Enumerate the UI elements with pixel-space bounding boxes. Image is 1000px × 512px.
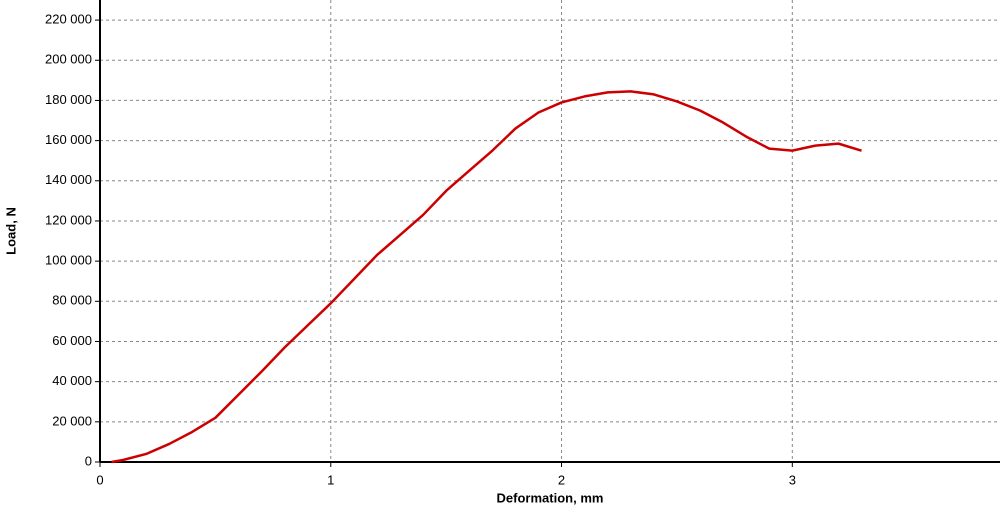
data-line: [111, 90, 862, 464]
y-tick-label: 160 000: [45, 132, 92, 147]
y-tick-label: 80 000: [52, 293, 92, 308]
y-tick-label: 200 000: [45, 52, 92, 67]
x-axis-label: Deformation, mm: [497, 490, 604, 505]
y-tick-label: 60 000: [52, 333, 92, 348]
y-tick-label: 0: [85, 453, 92, 468]
y-tick-label: 140 000: [45, 172, 92, 187]
x-tick-label: 3: [789, 472, 796, 487]
y-tick-label: 180 000: [45, 92, 92, 107]
y-tick-label: 100 000: [45, 253, 92, 268]
y-axis-label: Load, N: [3, 207, 18, 255]
x-tick-label: 1: [327, 472, 334, 487]
y-tick-label: 40 000: [52, 373, 92, 388]
x-tick-label: 0: [96, 472, 103, 487]
y-tick-label: 220 000: [45, 12, 92, 27]
y-tick-label: 20 000: [52, 413, 92, 428]
x-tick-label: 2: [558, 472, 565, 487]
y-tick-label: 120 000: [45, 212, 92, 227]
